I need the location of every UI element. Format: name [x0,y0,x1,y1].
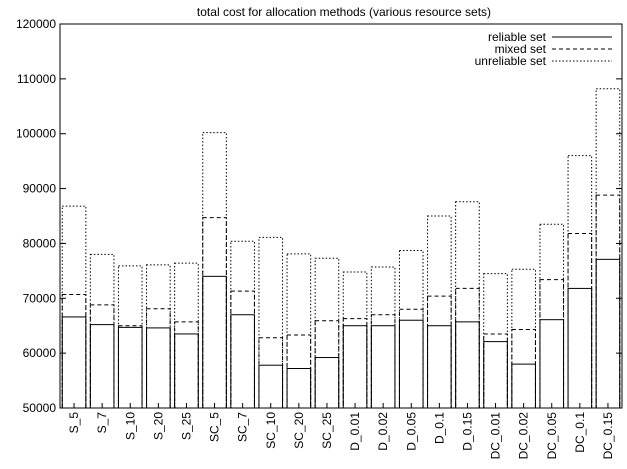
bars-layer [61,88,621,409]
x-category-label: S_25 [179,412,193,440]
x-category-label: D_0.1 [432,412,446,444]
bar-unreliable-set-DC_0.01 [483,273,508,409]
bar-mixed-set-DC_0.1 [567,233,593,409]
x-category-label: DC_0.02 [517,412,531,460]
bar-unreliable-set-S_7 [89,253,115,409]
bar-reliable-set-D_0.05 [398,319,424,409]
bar-unreliable-set-D_0.1 [427,215,452,409]
bar-reliable-set-SC_7 [230,314,255,409]
bar-mixed-set-SC_25 [314,320,340,409]
bar-mixed-set-SC_20 [286,334,312,409]
bar-mixed-set-D_0.02 [370,314,396,409]
bar-reliable-set-S_25 [174,333,199,409]
bar-mixed-set-S_10 [117,325,143,409]
bar-reliable-set-S_5 [61,316,87,409]
bar-unreliable-set-D_0.01 [342,271,368,409]
x-category-label: S_10 [123,412,137,440]
bar-reliable-set-DC_0.05 [539,319,565,409]
bar-mixed-set-SC_10 [258,337,284,409]
x-category-label: D_0.01 [348,412,362,451]
bar-mixed-set-D_0.15 [455,287,480,409]
bar-reliable-set-DC_0.1 [567,287,593,409]
bar-mixed-set-D_0.01 [342,318,368,409]
x-category-label: D_0.05 [404,412,418,451]
bar-reliable-set-SC_5 [202,275,227,409]
y-tick-label: 90000 [23,182,57,196]
x-axis: S_5 S_7 S_10 S_20 S_25 SC_5 SC_7 SC_10 SC_20 SC_2… [67,403,615,459]
bar-mixed-set-D_0.1 [427,295,452,409]
x-category-label: D_0.02 [376,412,390,451]
x-category-label: SC_7 [236,412,250,442]
bar-mixed-set-SC_5 [202,217,227,409]
x-category-label: SC_25 [320,412,334,449]
x-category-label: SC_20 [292,412,306,449]
bar-mixed-set-S_20 [146,308,171,409]
x-category-label: S_5 [67,412,81,434]
bar-unreliable-set-D_0.15 [455,201,480,409]
bar-mixed-set-DC_0.01 [483,333,508,409]
y-tick-label: 70000 [23,291,57,305]
y-tick-label: 60000 [23,346,57,360]
bar-unreliable-set-S_25 [174,262,199,409]
bar-unreliable-set-DC_0.02 [511,268,536,409]
bar-reliable-set-DC_0.01 [483,341,508,409]
bar-reliable-set-DC_0.02 [511,363,536,409]
x-category-label: DC_0.15 [601,412,615,460]
bar-unreliable-set-S_10 [117,265,143,409]
bar-reliable-set-S_7 [89,324,115,409]
legend-label: unreliable set [475,54,547,68]
bar-unreliable-set-D_0.02 [370,266,396,409]
chart-title: total cost for allocation methods (vario… [197,5,491,19]
bar-unreliable-set-SC_7 [230,240,255,409]
bar-mixed-set-DC_0.02 [511,329,536,409]
bar-reliable-set-SC_20 [286,368,312,409]
x-category-label: S_7 [95,412,109,434]
bar-mixed-set-SC_7 [230,290,255,409]
x-category-label: DC_0.05 [545,412,559,460]
bar-unreliable-set-SC_5 [202,132,227,409]
y-tick-label: 80000 [23,236,57,250]
bar-mixed-set-DC_0.15 [595,194,621,409]
bar-reliable-set-D_0.1 [427,325,452,409]
x-category-label: S_20 [151,412,165,440]
bar-reliable-set-S_20 [146,327,171,409]
y-axis: 50000 60000 70000 80000 90000 100000 110000 120… [16,17,622,415]
bar-unreliable-set-SC_20 [286,253,312,409]
bar-mixed-set-DC_0.05 [539,279,565,409]
bar-unreliable-set-S_20 [146,264,171,409]
bar-mixed-set-D_0.05 [398,308,424,409]
bar-reliable-set-D_0.15 [455,321,480,409]
bar-unreliable-set-SC_25 [314,257,340,409]
bar-reliable-set-D_0.01 [342,325,368,409]
x-category-label: SC_10 [264,412,278,449]
x-category-label: DC_0.01 [489,412,503,460]
bar-reliable-set-S_10 [117,326,143,409]
bar-unreliable-set-D_0.05 [398,250,424,409]
bar-mixed-set-S_5 [61,293,87,409]
bar-unreliable-set-DC_0.1 [567,155,593,409]
y-tick-label: 50000 [23,401,57,415]
y-tick-label: 120000 [16,17,56,31]
bar-unreliable-set-DC_0.15 [595,88,621,409]
bar-mixed-set-S_25 [174,321,199,409]
x-category-label: DC_0.1 [573,412,587,453]
x-category-label: D_0.15 [460,412,474,451]
y-tick-label: 110000 [17,72,56,86]
bar-reliable-set-SC_10 [258,364,284,409]
plot-frame [59,23,623,409]
bar-unreliable-set-DC_0.05 [539,223,565,409]
bar-reliable-set-SC_25 [314,357,340,409]
bar-mixed-set-S_7 [89,304,115,409]
x-category-label: SC_5 [208,412,222,442]
legend-label: mixed set [495,42,547,56]
y-tick-label: 100000 [16,127,56,141]
legend-label: reliable set [488,30,547,44]
bar-reliable-set-D_0.02 [370,325,396,409]
bar-reliable-set-DC_0.15 [595,258,621,409]
bar-unreliable-set-SC_10 [258,236,284,409]
bar-unreliable-set-S_5 [61,205,87,409]
